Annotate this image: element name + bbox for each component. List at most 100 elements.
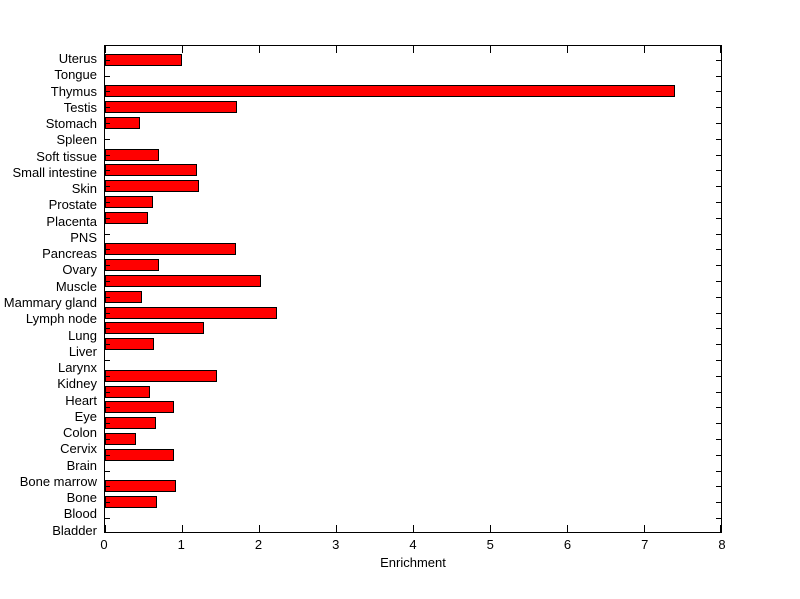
y-tick-left: [105, 470, 110, 472]
bar-row-ovary: [105, 257, 721, 273]
y-tick-right: [716, 328, 721, 330]
bar-row-prostate: [105, 194, 721, 210]
bar-row-spleen: [105, 131, 721, 147]
bar-row-liver: [105, 336, 721, 352]
y-tick-right: [716, 502, 721, 504]
bar-pancreas: [105, 243, 236, 256]
y-tick-right: [716, 265, 721, 267]
y-tick-right: [716, 312, 721, 314]
y-axis-label-ovary: Ovary: [62, 262, 97, 278]
y-tick-left: [105, 375, 110, 377]
y-axis-label-spleen: Spleen: [56, 132, 97, 148]
bar-row-blood: [105, 494, 721, 510]
y-axis-label-pancreas: Pancreas: [42, 246, 97, 262]
bar-uterus: [105, 53, 182, 66]
y-axis-label-larynx: Larynx: [57, 360, 97, 376]
bar-row-pns: [105, 226, 721, 242]
bar-stomach: [105, 117, 141, 130]
bar-row-lymph-node: [105, 305, 721, 321]
y-axis-label-heart: Heart: [65, 392, 97, 408]
y-tick-left: [105, 312, 110, 314]
bar-lung: [105, 322, 204, 335]
y-axis-label-bladder: Bladder: [52, 522, 97, 538]
xtick-bottom-8: [720, 525, 721, 532]
y-tick-left: [105, 91, 110, 93]
xtick-top-6: [567, 46, 568, 53]
bar-row-bladder: [105, 510, 721, 526]
bar-row-pancreas: [105, 242, 721, 258]
x-tick-label-6: 6: [563, 537, 572, 552]
y-tick-right: [716, 454, 721, 456]
y-tick-right: [716, 59, 721, 61]
bar-soft-tissue: [105, 148, 159, 161]
plot-rows: [105, 46, 721, 532]
y-tick-right: [716, 107, 721, 109]
y-axis-label-testis: Testis: [63, 99, 97, 115]
bar-row-muscle: [105, 273, 721, 289]
bar-row-mammary-gland: [105, 289, 721, 305]
x-tick-label-4: 4: [409, 537, 417, 552]
y-axis-label-placenta: Placenta: [46, 213, 97, 229]
bar-row-skin: [105, 178, 721, 194]
xtick-top-1: [182, 46, 183, 53]
plot-area: [104, 45, 722, 533]
bar-row-bone: [105, 479, 721, 495]
y-tick-left: [105, 186, 110, 188]
bar-row-tongue: [105, 68, 721, 84]
bar-blood: [105, 496, 158, 509]
y-tick-left: [105, 59, 110, 61]
y-tick-left: [105, 249, 110, 251]
bar-row-heart: [105, 384, 721, 400]
bar-row-small-intestine: [105, 163, 721, 179]
y-tick-left: [105, 138, 110, 140]
bar-row-cervix: [105, 431, 721, 447]
y-tick-left: [105, 391, 110, 393]
y-tick-left: [105, 281, 110, 283]
xtick-top-2: [259, 46, 260, 53]
bar-prostate: [105, 196, 153, 209]
bar-row-thymus: [105, 84, 721, 100]
bar-row-larynx: [105, 352, 721, 368]
y-tick-left: [105, 233, 110, 235]
y-tick-left: [105, 423, 110, 425]
bar-eye: [105, 401, 175, 414]
bar-row-stomach: [105, 115, 721, 131]
x-tick-label-8: 8: [718, 537, 726, 552]
y-axis-label-mammary-gland: Mammary gland: [3, 294, 97, 310]
y-tick-right: [716, 407, 721, 409]
xtick-bottom-2: [259, 525, 260, 532]
y-axis-label-tongue: Tongue: [54, 67, 97, 83]
x-axis-title: Enrichment: [380, 555, 446, 570]
x-tick-label-5: 5: [486, 537, 494, 552]
y-tick-right: [716, 154, 721, 156]
y-axis-label-pns: PNS: [70, 229, 97, 245]
y-axis-label-kidney: Kidney: [57, 376, 97, 392]
bar-bone: [105, 480, 176, 493]
y-axis-label-thymus: Thymus: [50, 83, 97, 99]
y-tick-left: [105, 344, 110, 346]
y-axis-label-colon: Colon: [63, 425, 97, 441]
y-tick-left: [105, 75, 110, 77]
y-axis-label-bone-marrow: Bone marrow: [19, 473, 97, 489]
y-axis-label-lung: Lung: [68, 327, 97, 343]
y-tick-right: [716, 202, 721, 204]
y-tick-left: [105, 518, 110, 519]
xtick-bottom-6: [567, 525, 568, 532]
y-axis-label-blood: Blood: [63, 506, 97, 522]
y-tick-right: [716, 344, 721, 346]
y-tick-right: [716, 486, 721, 488]
y-tick-right: [716, 249, 721, 251]
y-tick-right: [716, 91, 721, 93]
bar-row-placenta: [105, 210, 721, 226]
y-axis-label-small-intestine: Small intestine: [12, 164, 97, 180]
y-tick-right: [716, 138, 721, 140]
y-axis-label-skin: Skin: [71, 181, 97, 197]
y-tick-left: [105, 123, 110, 125]
y-tick-left: [105, 454, 110, 456]
y-tick-left: [105, 170, 110, 172]
y-tick-left: [105, 107, 110, 109]
y-axis-label-eye: Eye: [74, 408, 97, 424]
y-tick-right: [716, 375, 721, 377]
xtick-bottom-0: [105, 525, 106, 532]
